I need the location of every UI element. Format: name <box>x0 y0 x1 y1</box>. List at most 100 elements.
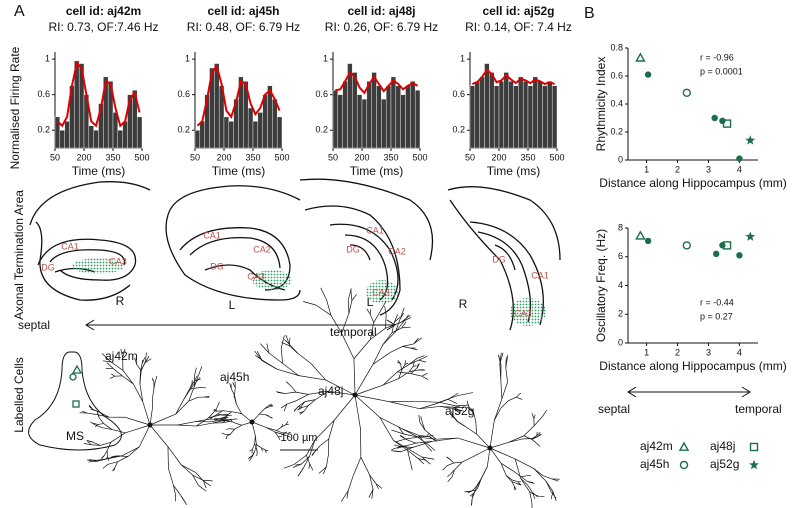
neurite <box>276 391 285 394</box>
neurite <box>501 382 508 400</box>
point <box>745 231 756 241</box>
neurite <box>438 401 456 407</box>
neurite <box>203 479 213 482</box>
neurite <box>81 410 88 414</box>
neurite <box>341 490 349 502</box>
neurite <box>341 333 355 359</box>
ms-label: MS <box>66 429 84 443</box>
x-tick-label: 350 <box>383 152 398 162</box>
region-label: DG <box>210 261 224 271</box>
neurite <box>457 392 474 396</box>
bar <box>93 130 99 149</box>
neurite <box>103 450 108 456</box>
y-tick-label: 0.6 <box>610 70 623 80</box>
y-tick-label: 1 <box>45 53 50 63</box>
point <box>713 250 720 258</box>
neurite <box>418 359 427 363</box>
neurite <box>280 403 287 409</box>
neurite <box>125 416 151 426</box>
neurite <box>173 485 176 495</box>
neurite <box>281 424 284 428</box>
neurite <box>394 444 401 447</box>
x-axis-label: Time (ms) <box>350 164 404 178</box>
neurite <box>149 408 153 426</box>
neurite <box>220 416 228 420</box>
side-label: R <box>116 294 125 308</box>
y-axis-label: Oscillatory Freq. (Hz) <box>594 229 608 342</box>
neurite <box>231 388 235 396</box>
neurite <box>421 456 431 465</box>
neurite <box>127 446 140 457</box>
neurite <box>277 436 281 440</box>
neurite <box>220 416 229 421</box>
neurite <box>192 474 199 486</box>
neurite <box>422 422 426 431</box>
y-tick-label: 1 <box>323 53 328 63</box>
neurite <box>303 301 316 306</box>
point <box>682 88 692 98</box>
neurite <box>508 396 517 401</box>
neurite <box>404 360 406 365</box>
neurite <box>281 342 290 347</box>
neurite <box>229 428 235 430</box>
neurite <box>188 397 199 402</box>
neurite <box>520 476 528 482</box>
x-tick-label: 500 <box>274 152 289 162</box>
chart-title: cell id: aj48j <box>347 4 415 18</box>
neurite <box>251 421 267 429</box>
fit-line <box>56 61 141 128</box>
neurite <box>536 432 541 436</box>
neurite <box>112 368 123 377</box>
neurite <box>542 475 553 480</box>
neurite <box>379 417 403 430</box>
bar <box>337 94 343 149</box>
neurite <box>283 404 288 412</box>
neurite <box>168 468 174 486</box>
bar <box>503 72 509 149</box>
neurite <box>405 442 416 447</box>
bar <box>395 85 401 149</box>
neurite <box>298 401 306 407</box>
neurite <box>296 394 309 402</box>
neurite <box>113 467 116 471</box>
neurite <box>167 446 182 466</box>
neurite <box>346 490 349 499</box>
neurite <box>203 481 207 489</box>
neurite <box>87 440 92 446</box>
neurite <box>290 385 297 393</box>
neurite <box>285 334 290 345</box>
neurite <box>419 403 436 409</box>
neurite <box>412 361 415 367</box>
neurite <box>453 408 461 414</box>
x-tick-label: 500 <box>412 152 427 162</box>
neurite <box>219 416 226 420</box>
chart-subtitle: RI: 0.14, OF: 7.4 Hz <box>465 20 572 34</box>
neurite <box>195 418 210 422</box>
neurite <box>297 352 312 365</box>
neurite <box>454 461 463 471</box>
neurite <box>413 365 417 367</box>
neurite <box>453 461 463 464</box>
neurite <box>390 346 403 353</box>
neurite <box>139 383 144 402</box>
neurite <box>138 424 151 448</box>
side-label: L <box>229 298 236 312</box>
neurite <box>318 466 327 474</box>
neurite <box>375 483 379 490</box>
panel-label: A <box>14 3 25 20</box>
soma <box>147 422 153 428</box>
neurite <box>107 456 110 461</box>
neurite <box>194 375 198 382</box>
neurite <box>301 455 310 465</box>
x-tick-label: 4 <box>737 347 742 357</box>
bar <box>522 81 529 149</box>
neurite <box>508 438 524 443</box>
neurite <box>420 416 423 423</box>
neurite <box>520 477 528 486</box>
neurite <box>418 434 430 438</box>
neurite <box>208 414 221 419</box>
fit-line <box>335 70 419 95</box>
neurite <box>122 375 134 385</box>
neurite <box>282 433 287 437</box>
neurite <box>289 345 298 354</box>
